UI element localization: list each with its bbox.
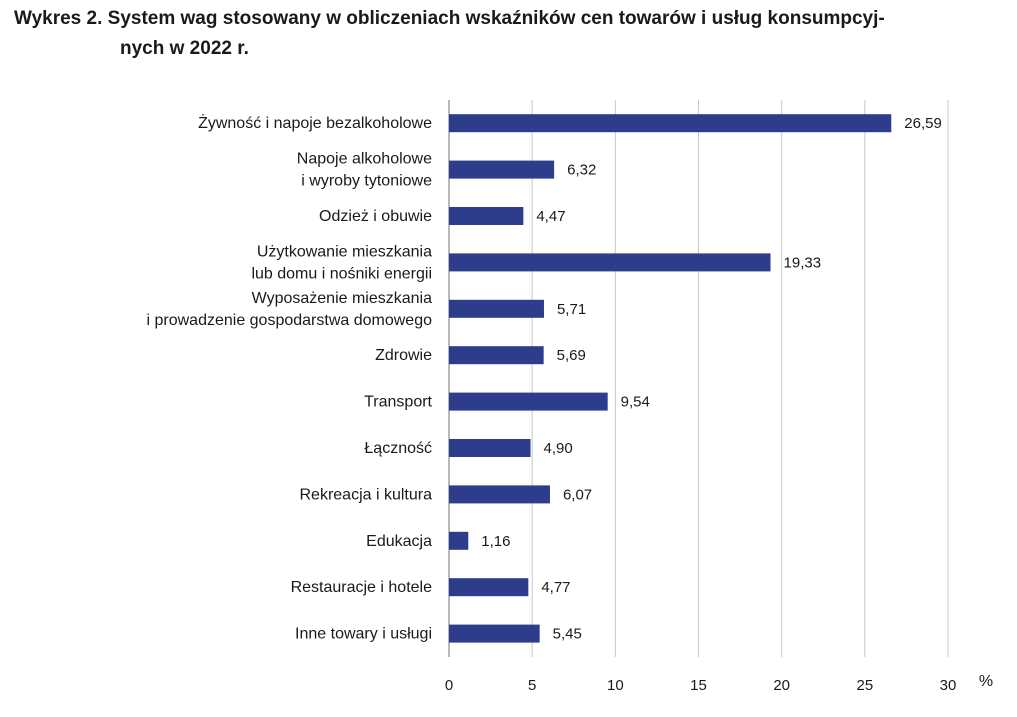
x-tick-label: 10 [607, 677, 624, 694]
bar [449, 253, 771, 272]
bar [449, 485, 550, 504]
data-label: 19,33 [784, 254, 822, 271]
data-label: 6,07 [563, 486, 592, 503]
bar [449, 160, 555, 179]
chart-title-line-1: Wykres 2. System wag stosowany w oblicze… [14, 8, 885, 29]
category-label: Odzież i obuwie [319, 208, 432, 225]
category-label: Użytkowanie mieszkania lub domu i nośniki… [251, 243, 432, 282]
bar [449, 346, 544, 365]
data-label: 5,71 [557, 301, 586, 318]
x-tick-label: 20 [773, 677, 790, 694]
category-label: Łączność [364, 440, 432, 457]
category-label: Restauracje i hotele [291, 579, 433, 596]
data-label: 5,45 [553, 626, 582, 643]
category-label: Wyposażenie mieszkania i prowadzenie gosp… [146, 290, 432, 329]
category-label: Napoje alkoholowe i wyroby tytoniowe [297, 151, 432, 190]
category-label: Inne towary i usługi [295, 626, 432, 643]
bar [449, 624, 540, 643]
chart-title-line-2: nych w 2022 r. [120, 38, 249, 59]
category-label: Transport [364, 394, 432, 411]
data-label: 6,32 [567, 162, 596, 179]
category-label: Edukacja [366, 533, 432, 550]
bar [449, 299, 544, 318]
data-label: 4,47 [536, 208, 565, 225]
bar [449, 207, 524, 225]
data-label: 4,90 [544, 440, 573, 457]
data-label: 9,54 [621, 394, 650, 411]
data-label: 1,16 [481, 533, 510, 550]
x-axis-unit: % [979, 673, 993, 690]
x-tick-label: 30 [940, 677, 957, 694]
bar [449, 392, 608, 411]
category-label: Rekreacja i kultura [300, 486, 433, 503]
x-tick-label: 0 [445, 677, 453, 694]
data-label: 26,59 [904, 115, 942, 132]
data-label: 5,69 [557, 347, 586, 364]
x-tick-label: 5 [528, 677, 536, 694]
data-label: 4,77 [541, 579, 570, 596]
bar [449, 114, 892, 133]
category-label: Zdrowie [375, 347, 432, 364]
bar [449, 439, 531, 457]
category-label: Żywność i napoje bezalkoholowe [198, 113, 432, 132]
x-tick-label: 15 [690, 677, 707, 694]
x-tick-label: 25 [856, 677, 873, 694]
bar [449, 578, 529, 597]
bar [449, 531, 469, 550]
